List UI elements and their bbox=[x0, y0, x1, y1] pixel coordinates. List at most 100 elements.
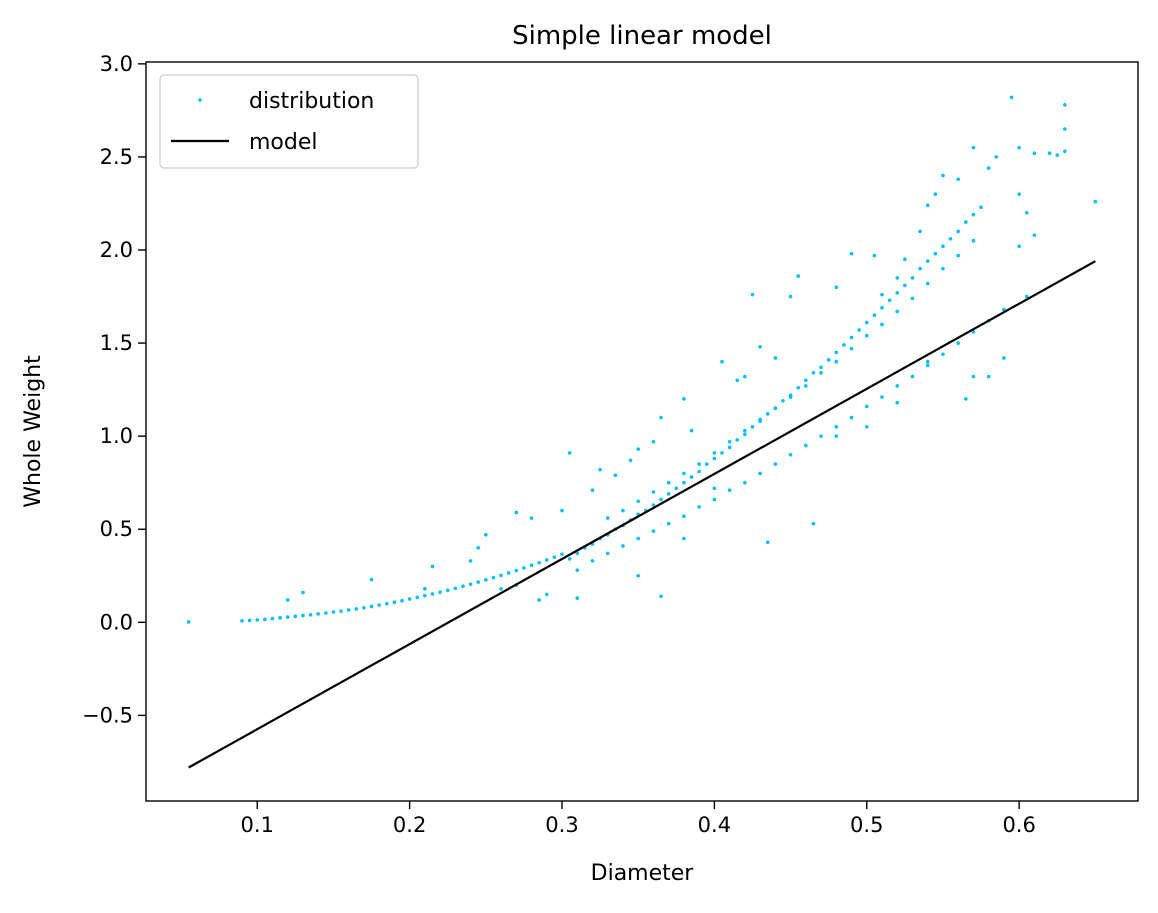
scatter-point-58 bbox=[628, 458, 633, 463]
scatter-point-109 bbox=[765, 540, 770, 545]
scatter-point-205 bbox=[621, 508, 625, 513]
scatter-point-14 bbox=[339, 609, 343, 613]
scatter-point-144 bbox=[750, 425, 755, 429]
scatter-point-6 bbox=[278, 616, 282, 620]
scatter-point-185 bbox=[727, 488, 732, 492]
scatter-point-140 bbox=[720, 451, 724, 455]
scatter-point-148 bbox=[781, 398, 785, 403]
scatter-point-157 bbox=[849, 335, 854, 340]
legend-distribution-marker bbox=[198, 98, 202, 102]
scatter-point-16 bbox=[354, 607, 359, 611]
scatter-point-5 bbox=[270, 616, 275, 621]
scatter-point-137 bbox=[697, 469, 701, 474]
scatter-point-177 bbox=[605, 551, 610, 556]
scatter-point-132 bbox=[659, 497, 663, 502]
scatter-point-72 bbox=[834, 285, 839, 290]
scatter-point-84 bbox=[986, 166, 991, 170]
scatter-point-36 bbox=[506, 571, 511, 575]
scatter-point-136 bbox=[689, 475, 694, 479]
scatter-point-111 bbox=[682, 536, 686, 541]
scatter-point-199 bbox=[941, 352, 945, 357]
scatter-point-76 bbox=[895, 276, 900, 280]
scatter-point-50 bbox=[484, 533, 488, 537]
scatter-point-22 bbox=[400, 598, 404, 603]
scatter-point-193 bbox=[849, 415, 854, 420]
scatter-point-7 bbox=[285, 615, 290, 619]
x-tick-label-0: 0.1 bbox=[241, 813, 274, 837]
scatter-point-60 bbox=[651, 439, 656, 444]
scatter-point-104 bbox=[925, 359, 930, 364]
scatter-point-23 bbox=[407, 597, 412, 601]
scatter-point-62 bbox=[682, 397, 686, 401]
scatter-point-54 bbox=[567, 451, 572, 455]
scatter-point-12 bbox=[324, 611, 328, 615]
y-tick-label-7: 3.0 bbox=[100, 52, 133, 76]
scatter-point-160 bbox=[872, 313, 877, 317]
scatter-point-151 bbox=[804, 378, 808, 383]
scatter-point-102 bbox=[971, 374, 976, 379]
scatter-point-93 bbox=[1063, 149, 1067, 154]
scatter-point-56 bbox=[598, 467, 602, 472]
scatter-point-215 bbox=[773, 406, 778, 411]
scatter-point-44 bbox=[285, 598, 290, 602]
scatter-point-66 bbox=[743, 374, 747, 379]
scatter-point-138 bbox=[704, 462, 709, 466]
scatter-point-28 bbox=[445, 588, 450, 593]
scatter-point-0 bbox=[186, 620, 191, 624]
scatter-point-31 bbox=[468, 582, 473, 586]
scatter-point-195 bbox=[880, 395, 884, 399]
scatter-point-161 bbox=[880, 305, 884, 310]
scatter-point-52 bbox=[529, 516, 534, 520]
scatter-point-96 bbox=[1032, 233, 1037, 237]
scatter-point-134 bbox=[674, 486, 679, 491]
scatter-point-143 bbox=[743, 432, 747, 437]
scatter-point-77 bbox=[903, 257, 907, 262]
scatter-point-213 bbox=[743, 428, 747, 433]
scatter-point-4 bbox=[263, 617, 267, 622]
scatter-point-227 bbox=[956, 253, 960, 258]
scatter-point-210 bbox=[697, 462, 701, 466]
scatter-point-88 bbox=[1032, 151, 1037, 156]
scatter-point-178 bbox=[621, 544, 625, 548]
scatter-point-85 bbox=[994, 155, 999, 159]
scatter-point-190 bbox=[804, 443, 808, 448]
scatter-point-133 bbox=[666, 492, 671, 496]
scatter-point-99 bbox=[1024, 294, 1029, 299]
legend-box bbox=[159, 74, 419, 169]
scatter-point-47 bbox=[423, 586, 427, 591]
scatter-point-59 bbox=[636, 447, 640, 451]
scatter-point-106 bbox=[864, 425, 869, 429]
scatter-point-83 bbox=[971, 145, 976, 150]
scatter-point-2 bbox=[247, 618, 252, 623]
scatter-point-35 bbox=[499, 573, 503, 578]
model-line bbox=[188, 260, 1096, 769]
scatter-point-189 bbox=[788, 452, 793, 457]
scatter-point-200 bbox=[956, 341, 960, 345]
scatter-point-158 bbox=[857, 328, 861, 332]
scatter-point-135 bbox=[682, 480, 686, 485]
scatter-point-226 bbox=[941, 266, 945, 271]
scatter-point-21 bbox=[392, 600, 397, 604]
scatter-point-75 bbox=[880, 292, 884, 297]
scatter-point-167 bbox=[925, 259, 930, 263]
scatter-point-179 bbox=[636, 536, 640, 541]
scatter-point-183 bbox=[697, 505, 701, 509]
scatter-point-24 bbox=[415, 595, 420, 600]
scatter-point-33 bbox=[484, 578, 488, 582]
scatter-point-120 bbox=[567, 557, 572, 561]
scatter-point-110 bbox=[712, 486, 717, 491]
scatter-point-219 bbox=[834, 359, 839, 364]
scatter-point-18 bbox=[369, 604, 374, 609]
scatter-point-8 bbox=[293, 614, 298, 619]
scatter-point-19 bbox=[377, 603, 381, 607]
scatter-point-65 bbox=[735, 378, 740, 383]
scatter-point-103 bbox=[964, 397, 968, 401]
scatter-point-105 bbox=[895, 400, 900, 405]
scatter-point-39 bbox=[529, 563, 534, 568]
scatter-point-203 bbox=[1002, 307, 1006, 312]
scatter-point-108 bbox=[811, 521, 816, 526]
scatter-point-53 bbox=[560, 508, 564, 513]
scatter-point-188 bbox=[773, 462, 778, 466]
scatter-point-146 bbox=[765, 412, 770, 416]
